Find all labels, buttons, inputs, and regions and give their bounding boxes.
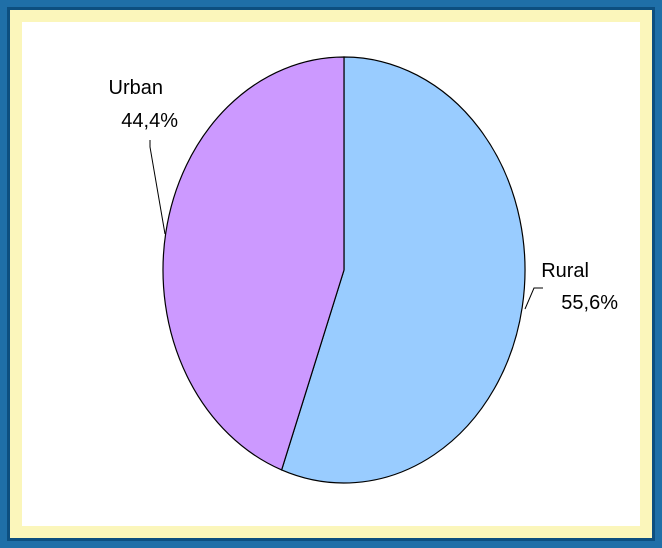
pie-slice-urban xyxy=(162,56,345,471)
leader-line-urban xyxy=(149,140,166,235)
slice-value-urban: 44,4% xyxy=(121,110,178,132)
pie-slices xyxy=(162,56,526,484)
slice-label-urban: Urban xyxy=(109,77,163,99)
leader-line-rural xyxy=(524,287,543,310)
pie-slice-rural xyxy=(280,56,526,484)
leader-lines xyxy=(149,140,543,310)
slice-label-rural: Rural xyxy=(541,260,589,282)
slice-value-rural: 55,6% xyxy=(561,292,618,314)
